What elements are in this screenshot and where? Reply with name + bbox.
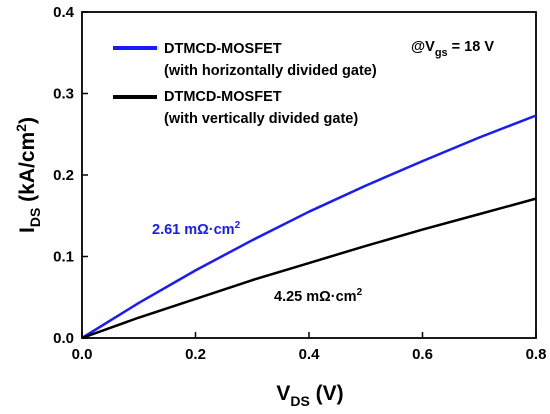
legend: DTMCD-MOSFET (with horizontally divided …	[113, 41, 377, 127]
blue-resistance-sup: 2	[235, 220, 241, 231]
y-tick-label: 0.4	[53, 4, 75, 21]
x-axis-ticks: 0.0 0.2 0.4 0.6 0.8	[72, 332, 547, 363]
y-tick-label: 0.3	[53, 86, 74, 103]
x-tick-label: 0.0	[72, 346, 93, 363]
legend-label-black-line2: (with vertically divided gate)	[164, 111, 358, 127]
y-axis-title: IDS (kA/cm2)	[13, 117, 43, 233]
x-axis-title-main: V	[276, 382, 290, 405]
blue-resistance-text: 2.61 mΩ·cm	[152, 222, 235, 238]
condition-prefix: @V	[411, 39, 435, 55]
black-resistance-sup: 2	[357, 287, 363, 298]
y-axis-title-unit: (kA/cm	[16, 132, 39, 208]
series-line-vertical-gate	[81, 197, 537, 340]
x-axis-title-sub: DS	[290, 393, 309, 409]
series-line-horizontal-gate	[81, 114, 537, 340]
y-axis-title-close: )	[16, 117, 39, 124]
black-resistance-annotation: 4.25 mΩ·cm2	[274, 287, 363, 305]
y-tick-label: 0.0	[53, 330, 74, 347]
condition-annotation: @Vgs = 18 V	[411, 39, 494, 59]
y-axis-title-main: I	[16, 227, 39, 233]
y-tick-label: 0.1	[53, 249, 74, 266]
condition-sub: gs	[435, 47, 448, 59]
y-tick-label: 0.2	[53, 167, 74, 184]
x-tick-label: 0.2	[185, 346, 206, 363]
x-axis-title: VDS (V)	[276, 382, 343, 409]
x-axis-title-unit: (V)	[310, 382, 344, 405]
series-lines	[81, 114, 537, 340]
y-axis-title-sub: DS	[27, 208, 43, 227]
blue-resistance-annotation: 2.61 mΩ·cm2	[152, 220, 241, 238]
x-tick-label: 0.6	[412, 346, 433, 363]
legend-label-blue-line2: (with horizontally divided gate)	[164, 63, 377, 79]
x-tick-label: 0.8	[526, 346, 547, 363]
legend-label-black: DTMCD-MOSFET	[164, 89, 282, 105]
y-axis-ticks: 0.0 0.1 0.2 0.3 0.4	[53, 4, 88, 347]
x-tick-label: 0.4	[299, 346, 321, 363]
black-resistance-text: 4.25 mΩ·cm	[274, 289, 357, 305]
condition-suffix: = 18 V	[448, 39, 495, 55]
y-axis-title-sup: 2	[13, 124, 29, 132]
legend-label-blue: DTMCD-MOSFET	[164, 41, 282, 57]
